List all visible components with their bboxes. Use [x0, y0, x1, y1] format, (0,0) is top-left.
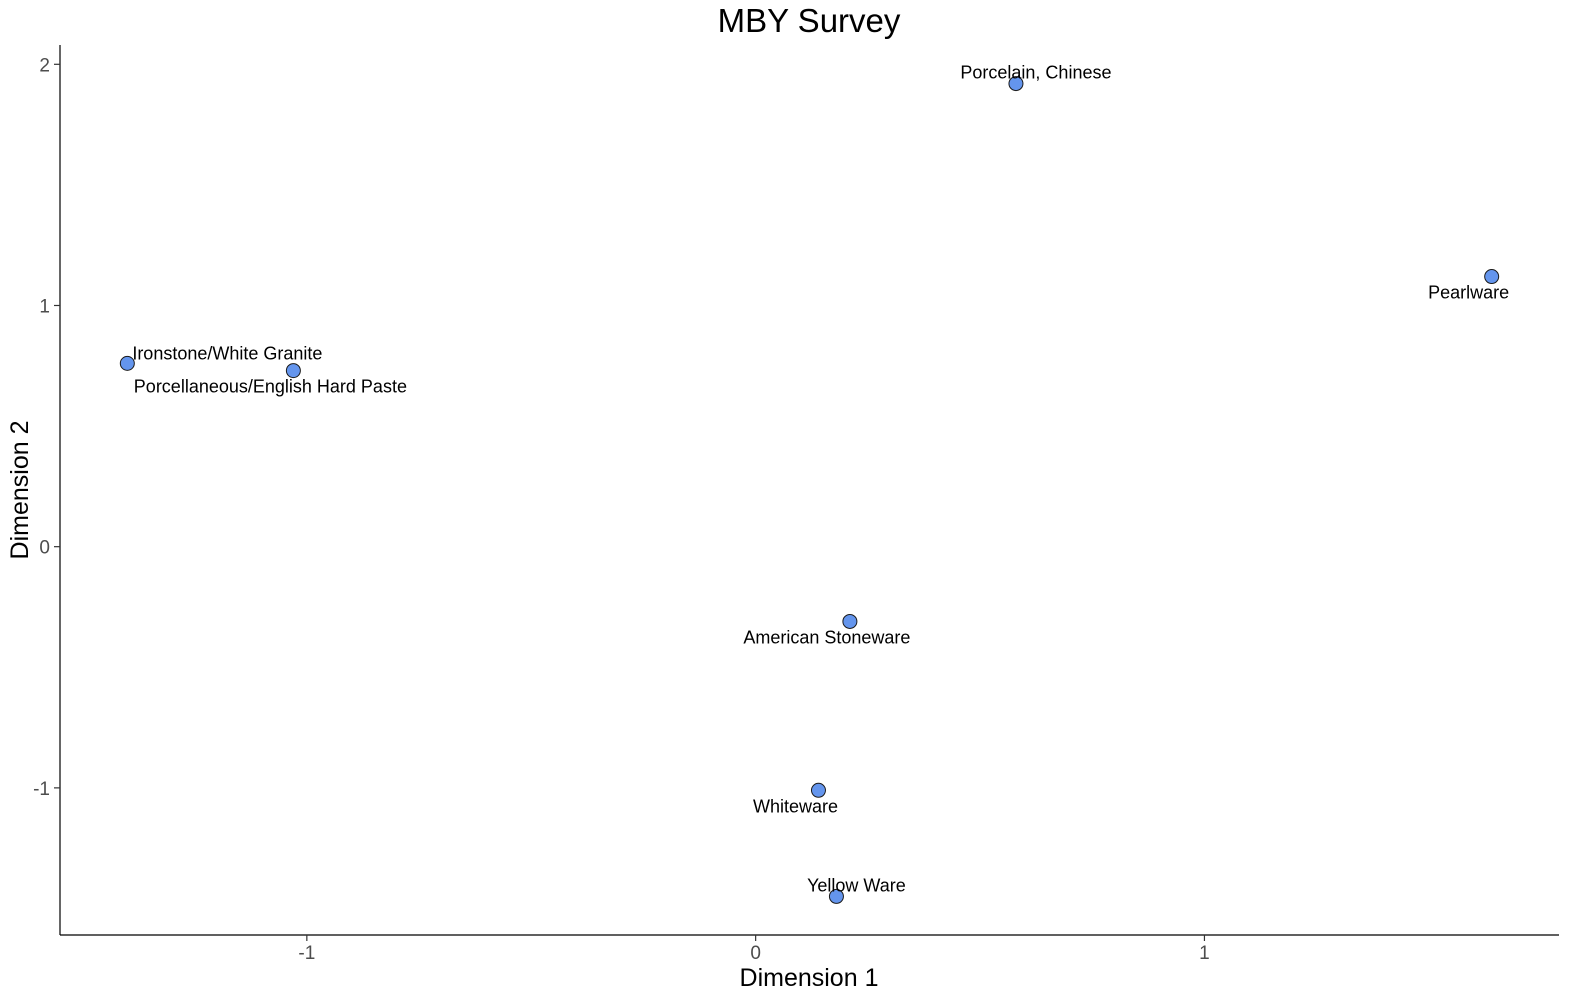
y-tick-label: 1 — [39, 296, 50, 317]
data-point — [810, 782, 826, 798]
data-points — [119, 76, 1500, 904]
x-axis-title: Dimension 1 — [740, 964, 879, 992]
data-point-label: Pearlware — [1428, 283, 1509, 303]
data-point — [1484, 269, 1500, 285]
data-point-label: Porcelain, Chinese — [960, 63, 1111, 83]
data-point-label: Porcellaneous/English Hard Paste — [134, 377, 407, 397]
data-point — [285, 363, 301, 379]
data-point-label: Ironstone/White Granite — [132, 343, 322, 363]
data-point — [828, 888, 844, 904]
data-point — [842, 613, 858, 629]
data-point-labels: Porcelain, Chinese Pearlware Ironstone/Whi… — [132, 63, 1509, 896]
data-point — [119, 355, 135, 371]
data-point-label: Whiteware — [753, 796, 838, 816]
x-axis-ticks: -1 0 1 — [298, 935, 1210, 964]
x-tick-label: 1 — [1199, 943, 1210, 964]
data-point-label: American Stoneware — [743, 627, 910, 647]
x-tick-label: 0 — [750, 943, 761, 964]
y-tick-label: 2 — [39, 55, 50, 76]
chart-title: MBY Survey — [718, 2, 901, 39]
data-point — [1008, 76, 1024, 92]
y-axis-title: Dimension 2 — [6, 421, 34, 560]
y-tick-label: 0 — [39, 538, 50, 559]
y-axis-ticks: -1 0 1 2 — [33, 55, 60, 800]
data-point-label: Yellow Ware — [807, 875, 906, 895]
y-tick-label: -1 — [33, 779, 50, 800]
x-tick-label: -1 — [298, 943, 315, 964]
